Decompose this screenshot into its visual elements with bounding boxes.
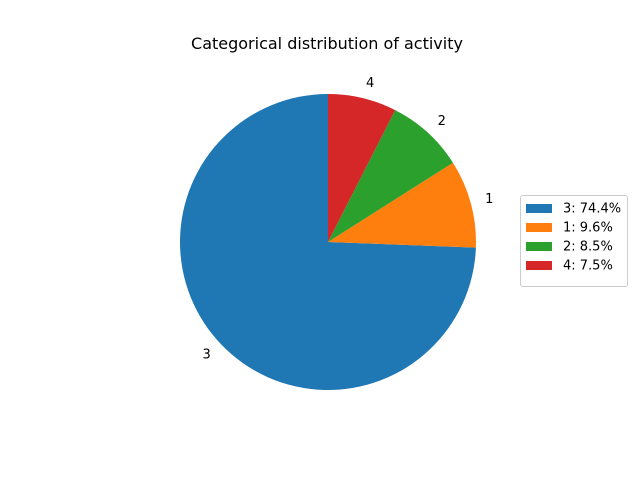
legend-label-4: 4: 7.5% — [563, 259, 613, 274]
legend-label-3: 3: 74.4% — [563, 202, 621, 217]
pie-slice-2 — [328, 110, 453, 242]
slice-label-4: 4 — [366, 76, 374, 91]
legend-swatch-2 — [526, 242, 552, 251]
slice-label-1: 1 — [485, 192, 493, 207]
legend-label-2: 2: 8.5% — [563, 240, 613, 255]
pie-slice-1 — [328, 162, 476, 248]
slice-label-3: 3 — [202, 347, 210, 362]
chart-title: Categorical distribution of activity — [191, 34, 463, 53]
pie-slice-4 — [328, 94, 396, 242]
legend: 3: 74.4% 1: 9.6% 2: 8.5% 4: 7.5% — [520, 195, 628, 287]
pie-slice-labels: 3 1 2 4 — [202, 76, 493, 362]
legend-label-1: 1: 9.6% — [563, 221, 613, 236]
legend-swatch-4 — [526, 261, 552, 270]
pie-slices — [180, 94, 476, 391]
slice-label-2: 2 — [438, 114, 446, 129]
legend-items: 3: 74.4% 1: 9.6% 2: 8.5% 4: 7.5% — [526, 202, 621, 274]
legend-swatch-3 — [526, 204, 552, 213]
pie-slice-3 — [180, 94, 476, 391]
legend-swatch-1 — [526, 223, 552, 232]
